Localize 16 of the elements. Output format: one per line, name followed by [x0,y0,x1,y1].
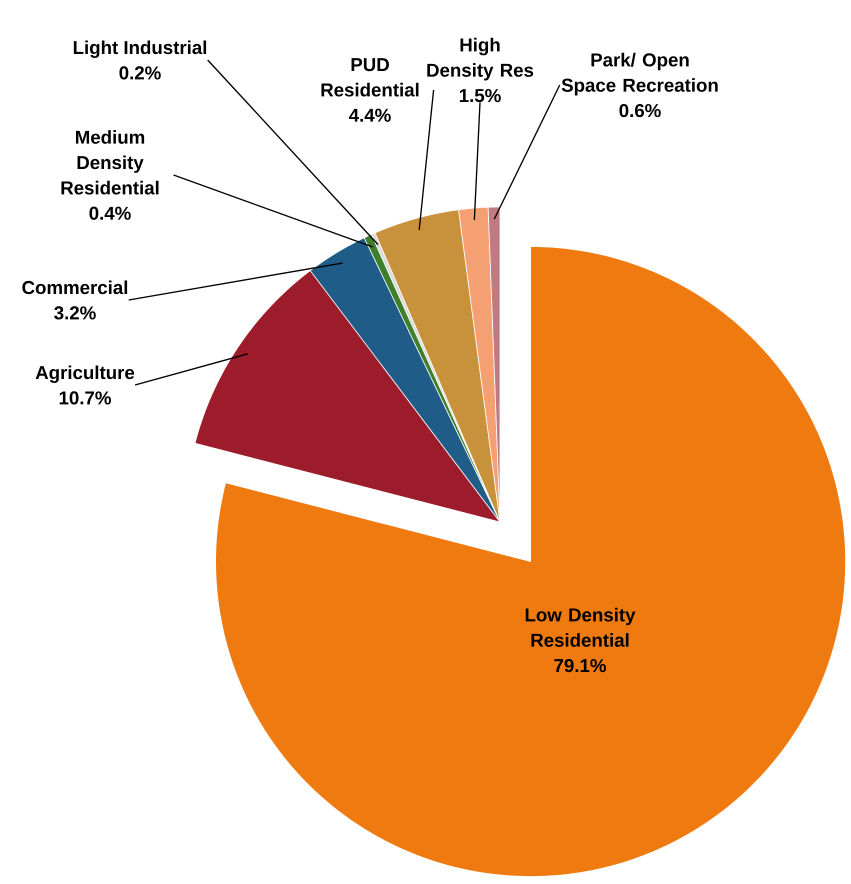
slice-label: Commercial [22,280,128,294]
slice-label: High Density Res [427,38,534,81]
data-label: 10.7% [60,391,111,405]
data-label: 1.5% [460,89,501,102]
slice-label: PUD Residential [321,58,418,97]
data-label: 79.1% [554,658,606,672]
data-label: 0.6% [619,104,661,118]
slice-label: Medium Density Residential [61,130,158,195]
data-label: 0.2% [119,66,161,80]
slice-label: Low Density Residential [526,608,636,647]
data-label: 3.2% [54,306,96,320]
data-label: 4.4% [349,108,391,122]
data-label: 0.4% [89,206,131,220]
slice-label: Light Industrial [74,40,206,58]
slice-label: Agriculture [36,365,134,383]
slice-label: Park/ Open Space Recreation [562,52,718,96]
